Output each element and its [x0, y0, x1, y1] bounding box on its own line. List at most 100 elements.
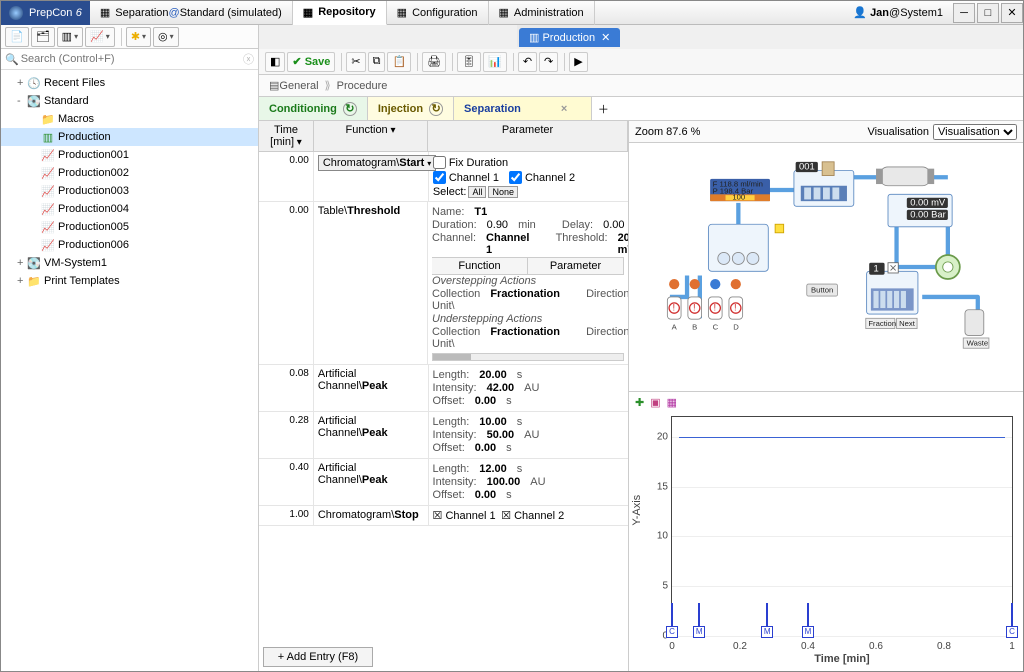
table-row[interactable]: 1.00Chromatogram\Stop☒ Channel 1 ☒ Chann… [259, 506, 628, 526]
channel1-check[interactable] [433, 171, 446, 184]
col-parameter[interactable]: Parameter [428, 121, 628, 151]
tree-node[interactable]: 📈Production003 [1, 182, 258, 200]
add-entry-button[interactable]: + Add Entry (F8) [263, 647, 373, 667]
tree-icon: 📈 [41, 238, 55, 252]
chart-tool-1[interactable]: ✚ [635, 396, 644, 409]
phase-close-icon[interactable]: × [561, 103, 567, 115]
title-tab[interactable]: ▦Separation@Standard (simulated) [90, 1, 293, 25]
flow-diagram[interactable]: F 118.8 ml/minP 198.4 Bar1000010.00 mV0.… [629, 143, 1023, 391]
app-version: 6 [76, 7, 82, 19]
svg-text:D: D [733, 322, 739, 331]
user-box[interactable]: 👤 Jan@System1 [845, 6, 951, 19]
svg-text:Next: Next [899, 319, 916, 328]
logo-icon [9, 6, 23, 20]
phase-separation-label: Separation [464, 103, 521, 115]
svg-text:0.00 mV: 0.00 mV [910, 196, 946, 207]
chart[interactable]: 0510152000.20.40.60.81CMMMC Y-Axis Time … [671, 416, 1013, 665]
svg-text:100: 100 [732, 192, 745, 201]
tool-undo[interactable]: ↶ [518, 52, 537, 72]
app-name: PrepCon [29, 7, 72, 19]
search-input[interactable] [19, 51, 243, 67]
title-tabs: ▦Separation@Standard (simulated)▦Reposit… [90, 1, 595, 25]
svg-text:C: C [713, 322, 719, 331]
search-clear-icon[interactable]: ⓧ [243, 51, 254, 67]
steps-bar: ▤ General ⟫ Procedure [259, 75, 1023, 97]
toggle-sidebar-button[interactable]: ◧ [265, 52, 285, 72]
search-box[interactable]: 🔍 ⓧ [1, 49, 258, 70]
tool-sliders[interactable]: 🎚 [457, 52, 481, 72]
tool-print[interactable]: 🖨 [422, 52, 446, 72]
step-general[interactable]: ▤ General [263, 79, 325, 92]
tool-paste[interactable]: 📋 [387, 52, 411, 72]
tool-copy[interactable]: ⧉ [368, 52, 386, 72]
channel2-check[interactable] [509, 171, 522, 184]
user-icon: 👤 [853, 6, 867, 19]
table-row[interactable]: 0.00Chromatogram\StartFix DurationChanne… [259, 152, 628, 202]
tree-node[interactable]: +💽VM-System1 [1, 254, 258, 272]
tree-node[interactable]: ▥Production [1, 128, 258, 146]
fix-duration-check[interactable] [433, 156, 446, 169]
tree-node[interactable]: 📈Production002 [1, 164, 258, 182]
svg-text:Button: Button [811, 286, 833, 295]
tool-struct[interactable]: 🗂 [31, 27, 55, 47]
tool-bars[interactable]: 📊 [483, 52, 507, 72]
chart-tool-2[interactable]: ▣ [650, 396, 660, 409]
tree-icon: 📈 [41, 148, 55, 162]
save-icon: ✔ [292, 55, 301, 68]
minimize-button[interactable]: ─ [953, 3, 975, 23]
tool-target[interactable]: ◎ [153, 27, 179, 47]
tree-icon: ▥ [41, 130, 55, 144]
vis-select[interactable]: Visualisation [933, 124, 1017, 140]
title-tab[interactable]: ▦Configuration [387, 1, 489, 25]
tool-run[interactable]: ▶ [569, 52, 587, 72]
tree-node[interactable]: 📁Macros [1, 110, 258, 128]
table-row[interactable]: 0.28Artificial Channel\PeakLength:10.00s… [259, 412, 628, 459]
tool-redo[interactable]: ↷ [539, 52, 558, 72]
user-name: Jan [870, 7, 889, 19]
tool-columns[interactable]: ▥ [57, 27, 83, 47]
doc-tab-close-icon[interactable]: ✕ [601, 31, 610, 44]
phase-injection[interactable]: Injection ↻ [368, 97, 454, 120]
table-row[interactable]: 0.00Table\ThresholdName:T1Duration:0.90m… [259, 202, 628, 365]
table-header: Time [min] ▾ Function ▾ Parameter [259, 121, 628, 152]
function-dropdown[interactable]: Chromatogram\Start [318, 155, 437, 171]
content-toolbar: ◧ ✔ Save ✂ ⧉ 📋 🖨 🎚 📊 ↶ ↷ ▶ [259, 49, 1023, 75]
maximize-button[interactable]: □ [977, 3, 999, 23]
save-button[interactable]: ✔ Save [287, 52, 335, 72]
title-tab[interactable]: ▦Repository [293, 1, 387, 25]
svg-text:001: 001 [799, 161, 815, 172]
col-time[interactable]: Time [min] ▾ [259, 121, 314, 151]
col-function[interactable]: Function ▾ [314, 121, 428, 151]
tree-node[interactable]: -💽Standard [1, 92, 258, 110]
table-row[interactable]: 0.08Artificial Channel\PeakLength:20.00s… [259, 365, 628, 412]
table-row[interactable]: 0.40Artificial Channel\PeakLength:12.00s… [259, 459, 628, 506]
tree-node[interactable]: +📁Print Templates [1, 272, 258, 290]
tool-chart[interactable]: 📈 [85, 27, 115, 47]
step-procedure[interactable]: Procedure [331, 80, 394, 92]
phase-separation[interactable]: Separation × [454, 97, 592, 120]
select-none-button[interactable]: None [488, 186, 518, 198]
chart-tool-3[interactable]: ▦ [667, 396, 677, 409]
tree-node[interactable]: 📈Production001 [1, 146, 258, 164]
window-buttons: ─ □ ✕ [951, 3, 1023, 23]
tree-node[interactable]: +🕓Recent Files [1, 74, 258, 92]
tool-new[interactable]: 📄 [5, 27, 29, 47]
tree-node[interactable]: 📈Production005 [1, 218, 258, 236]
tool-star[interactable]: ✱ [126, 27, 151, 47]
tree-node[interactable]: 📈Production006 [1, 236, 258, 254]
tool-cut[interactable]: ✂ [346, 52, 365, 72]
select-all-button[interactable]: All [468, 186, 486, 198]
table-body[interactable]: 0.00Chromatogram\StartFix DurationChanne… [259, 152, 628, 643]
tree-node[interactable]: 📈Production004 [1, 200, 258, 218]
doc-tab-production[interactable]: ▥ Production ✕ [519, 28, 620, 47]
save-label: Save [305, 56, 331, 68]
phase-bar: Conditioning ↻ Injection ↻ Separation × … [259, 97, 1023, 121]
phase-conditioning[interactable]: Conditioning ↻ [259, 97, 368, 120]
tree-icon: 📈 [41, 220, 55, 234]
title-tab[interactable]: ▦Administration [489, 1, 595, 25]
tree-icon: 💽 [27, 94, 41, 108]
tree-view[interactable]: +🕓Recent Files-💽Standard📁Macros▥Producti… [1, 70, 258, 671]
close-button[interactable]: ✕ [1001, 3, 1023, 23]
svg-text:A: A [672, 322, 678, 331]
phase-add-button[interactable]: ＋ [592, 97, 614, 120]
